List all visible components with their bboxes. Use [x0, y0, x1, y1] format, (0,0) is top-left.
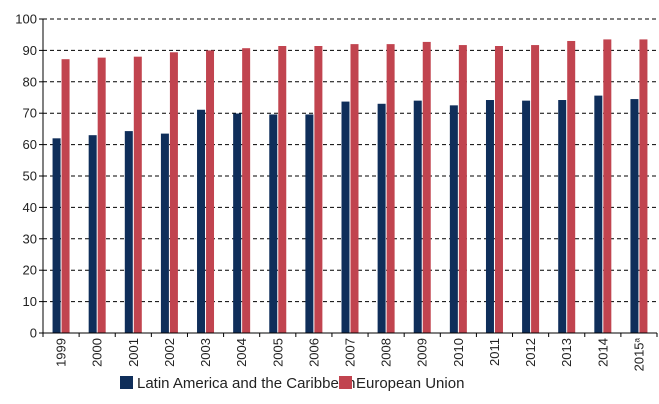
legend: Latin America and the Caribbean European …: [120, 375, 464, 392]
bar-european-union-2008: [386, 44, 395, 334]
x-tick-label: 2014: [595, 338, 610, 367]
bar-european-union-2006: [314, 46, 323, 334]
x-tick-label: 2011: [487, 338, 502, 366]
x-tick-label: 2009: [415, 338, 430, 367]
y-tick-label: 0: [30, 326, 37, 341]
bar-latin-america-2009: [413, 100, 422, 333]
bar-latin-america-2007: [341, 101, 350, 333]
bar-european-union-2004: [242, 48, 251, 334]
legend-swatch-european-union: [339, 376, 352, 389]
bar-european-union-2001: [133, 56, 142, 334]
bar-latin-america-2003: [197, 109, 206, 333]
bar-european-union-2011: [494, 46, 503, 334]
bar-latin-america-2000: [88, 135, 97, 333]
legend-swatch-latin-america: [120, 376, 133, 389]
x-tick-label: 2000: [90, 338, 105, 367]
bar-latin-america-2014: [594, 95, 603, 333]
x-tick-label: 2002: [162, 338, 177, 367]
bar-european-union-2014: [603, 39, 612, 333]
y-tick-label: 80: [23, 74, 37, 89]
bar-latin-america-2015a: [630, 99, 639, 333]
bar-latin-america-2011: [485, 100, 494, 334]
axes: [39, 18, 658, 337]
bar-european-union-2003: [206, 50, 215, 334]
x-tick-label: 2004: [234, 338, 249, 367]
x-tick-label: 1999: [54, 338, 69, 367]
x-tick-label: 2013: [559, 338, 574, 367]
x-tick-label: 2007: [343, 338, 358, 367]
bar-european-union-2015a: [639, 39, 648, 333]
y-tick-label: 10: [23, 294, 37, 309]
bar-european-union-2013: [567, 40, 576, 333]
bar-latin-america-2002: [160, 133, 169, 333]
bar-latin-america-1999: [52, 138, 61, 333]
bar-european-union-2002: [169, 52, 178, 334]
x-tick-label: 2003: [198, 338, 213, 367]
bar-european-union-2000: [97, 57, 106, 333]
x-tick-label: 2012: [523, 338, 538, 367]
x-tick-labels: 1999 2000 2001 2002 2003 2004 2005 2006 2007 2008…: [54, 337, 647, 371]
y-tick-label: 100: [15, 12, 37, 27]
y-tick-label: 60: [23, 137, 37, 152]
bars: [52, 39, 648, 334]
bar-european-union-2005: [278, 46, 287, 334]
x-tick-label: 2010: [451, 338, 466, 367]
y-tick-label: 40: [23, 200, 37, 215]
bar-european-union-1999: [61, 59, 70, 333]
bar-latin-america-2010: [449, 105, 458, 333]
bar-latin-america-2001: [124, 131, 133, 333]
y-tick-label: 50: [23, 169, 37, 184]
bar-european-union-2009: [422, 41, 431, 334]
bar-european-union-2010: [458, 45, 467, 333]
y-tick-label: 70: [23, 106, 37, 121]
y-tick-labels: 0 10 20 30 40 50 60 70 80 90 100: [15, 12, 37, 341]
x-tick-label: 2008: [379, 338, 394, 367]
bar-latin-america-2012: [522, 100, 531, 333]
bar-european-union-2012: [531, 45, 540, 333]
y-tick-label: 30: [23, 231, 37, 246]
legend-label-latin-america: Latin America and the Caribbean: [137, 375, 355, 392]
gridlines: [43, 18, 657, 303]
bar-latin-america-2013: [558, 100, 567, 334]
x-tick-label: 2005: [270, 338, 285, 367]
y-tick-label: 90: [23, 43, 37, 58]
legend-label-european-union: European Union: [356, 375, 464, 392]
bar-latin-america-2005: [269, 114, 278, 334]
x-tick-label: 2001: [126, 338, 141, 367]
bar-latin-america-2008: [377, 103, 386, 333]
x-tick-label: 2006: [306, 338, 321, 367]
bar-european-union-2007: [350, 44, 359, 334]
bar-latin-america-2004: [233, 113, 242, 333]
bar-latin-america-2006: [305, 114, 314, 334]
y-tick-label: 20: [23, 263, 37, 278]
x-tick-label: 2015a: [631, 337, 646, 371]
